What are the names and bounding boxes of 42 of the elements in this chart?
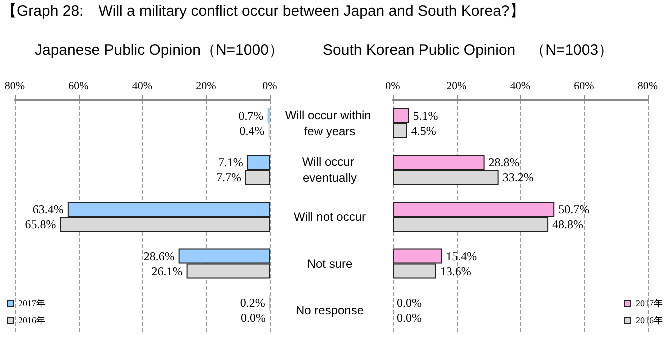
- data-label: 4.5%: [411, 124, 436, 138]
- data-label: 0.2%: [240, 296, 266, 310]
- data-label: 0.4%: [240, 124, 265, 138]
- y-tick-label: Will not occur: [294, 210, 366, 224]
- chart-title: South Korean Public Opinion （N=1003）: [323, 42, 614, 59]
- data-label: 48.8%: [552, 218, 584, 232]
- data-label: 28.6%: [144, 249, 175, 264]
- data-label: 15.4%: [446, 249, 478, 264]
- data-label: 28.8%: [488, 156, 520, 170]
- x-tick-label: 40%: [510, 80, 531, 92]
- chart-title: 【Graph 28: Will a military conflict occur between Japan and South Korea?】: [2, 2, 525, 21]
- y-tick-label: Not sure: [307, 256, 353, 271]
- y-tick-label: Will occur eventually: [302, 155, 358, 186]
- x-tick-label: 40%: [132, 80, 153, 92]
- y-tick-label: Will occur within few years: [285, 108, 375, 138]
- x-tick-label: 80%: [638, 80, 658, 92]
- legend-label: 2016年: [636, 316, 663, 326]
- data-label: 0.0%: [397, 296, 422, 310]
- data-label: 63.4%: [32, 202, 64, 216]
- x-tick-label: 20%: [196, 80, 216, 92]
- x-tick-label: 0%: [262, 80, 278, 92]
- data-label: 65.8%: [25, 218, 56, 232]
- y-tick-label: No response: [296, 304, 364, 318]
- data-label: 7.7%: [216, 170, 242, 185]
- data-label: 26.1%: [152, 264, 183, 278]
- data-label: 0.7%: [238, 108, 264, 123]
- data-label: 0.0%: [241, 311, 266, 326]
- data-label: 50.7%: [558, 202, 590, 216]
- data-label: 7.1%: [218, 156, 244, 170]
- data-label: 13.6%: [440, 264, 472, 278]
- x-tick-label: 0%: [386, 80, 400, 92]
- data-label: 5.1%: [413, 108, 438, 123]
- x-tick-label: 20%: [446, 80, 467, 92]
- legend-label: 2016年: [18, 316, 46, 326]
- chart-subtitle: Japanese Public Opinion（N=1000）: [35, 42, 284, 59]
- data-label: 33.2%: [502, 170, 534, 185]
- x-tick-label: 80%: [4, 80, 26, 92]
- x-tick-label: 60%: [574, 80, 594, 92]
- legend-label: 2017年: [636, 298, 663, 308]
- x-tick-label: 60%: [68, 80, 89, 92]
- legend-label: 2017年: [18, 298, 46, 308]
- data-label: 0.0%: [397, 311, 422, 326]
